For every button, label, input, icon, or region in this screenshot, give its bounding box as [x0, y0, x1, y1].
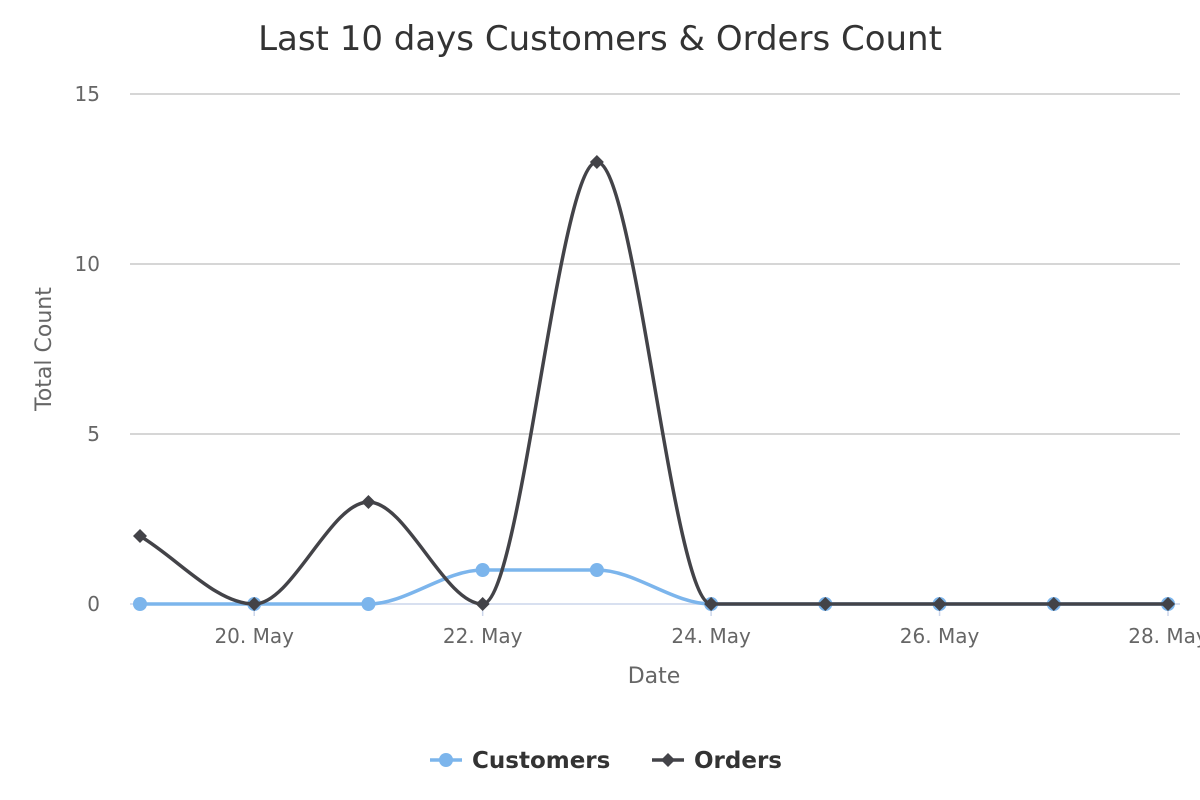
customers-point[interactable]	[361, 597, 376, 611]
y-tick-label: 0	[87, 592, 100, 616]
orders-point[interactable]	[133, 529, 147, 543]
orders-point[interactable]	[1161, 597, 1175, 611]
y-tick-label: 10	[75, 252, 100, 276]
orders-point[interactable]	[361, 495, 376, 509]
orders-point[interactable]	[704, 597, 719, 611]
y-axis-ticks: 0 5 10 15	[75, 82, 100, 616]
legend-marker-customers[interactable]	[439, 753, 453, 767]
grid-lines	[130, 93, 1180, 435]
x-tick-label: 20. May	[214, 624, 294, 648]
customers-point[interactable]	[589, 563, 604, 577]
x-tick-label: 26. May	[900, 624, 980, 648]
legend-label-customers: Customers	[472, 748, 610, 774]
x-tick-label: 28. May	[1128, 624, 1200, 648]
orders-point[interactable]	[932, 597, 947, 611]
orders-point[interactable]	[247, 597, 262, 611]
legend-label-orders: Orders	[694, 748, 782, 774]
legend-item-customers[interactable]: Customers	[430, 748, 610, 774]
orders-line	[138, 160, 1170, 606]
orders-point[interactable]	[475, 597, 490, 611]
series-layer	[133, 155, 1175, 611]
orders-point[interactable]	[1046, 597, 1061, 611]
orders-point[interactable]	[818, 597, 833, 611]
legend-marker-orders[interactable]	[661, 753, 675, 767]
customers-point[interactable]	[133, 597, 147, 611]
orders-point[interactable]	[589, 155, 604, 169]
x-tick-label: 22. May	[443, 624, 523, 648]
y-axis-label: Total Count	[32, 287, 57, 412]
y-tick-label: 15	[75, 82, 100, 106]
customers-point[interactable]	[475, 563, 490, 577]
legend[interactable]: Customers Orders	[430, 748, 782, 774]
x-tick-label: 24. May	[671, 624, 751, 648]
series-orders	[133, 155, 1175, 611]
legend-item-orders[interactable]: Orders	[652, 748, 782, 774]
x-axis-ticks: 20. May 22. May 24. May 26. May 28. May	[214, 604, 1200, 648]
y-tick-label: 5	[87, 422, 100, 446]
x-axis-label: Date	[628, 664, 681, 689]
chart-title: Last 10 days Customers & Orders Count	[258, 19, 942, 59]
